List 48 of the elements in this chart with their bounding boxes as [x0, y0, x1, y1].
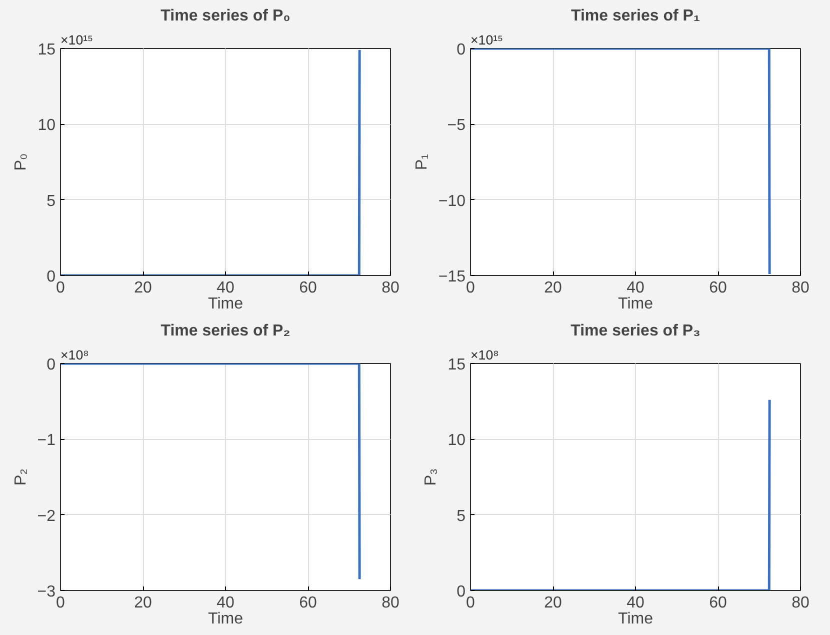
y-axis-title: P₂ [12, 468, 30, 486]
x-tick-label: 60 [299, 594, 317, 612]
y-tick-label: −15 [438, 268, 466, 286]
text: ×10¹⁵ [470, 32, 504, 48]
x-tick-label: 40 [626, 280, 644, 296]
y-tick-label: 10 [448, 432, 466, 450]
y-tick-label: 0 [456, 42, 466, 58]
x-tick-label: 60 [709, 280, 727, 296]
x-tick-label: 40 [216, 280, 234, 296]
y-tick-label: 0 [46, 268, 56, 286]
x-tick-label: 80 [792, 280, 810, 296]
x-axis-title: Time [208, 610, 244, 628]
text: ×10⁸ [60, 348, 89, 362]
x-tick-label: 20 [544, 280, 562, 296]
x-axis-title: Time [618, 610, 654, 628]
x-tick-label: 80 [382, 594, 400, 612]
x-tick-label: 80 [792, 594, 810, 612]
y-tick-label: 10 [38, 117, 56, 134]
y-axis-title: P₁ [413, 154, 430, 170]
y-tick-label: −2 [37, 508, 56, 525]
y-tick-label: 5 [46, 192, 56, 210]
y-tick-label: 5 [456, 508, 466, 525]
chart-title: Time series of P₀ [160, 8, 290, 24]
y-axis-title: P₃ [422, 468, 440, 486]
text: ×10¹⁵ [60, 32, 94, 48]
y-tick-label: −1 [37, 432, 56, 450]
x-tick-label: 60 [299, 280, 317, 296]
text: ×10⁸ [470, 348, 499, 362]
x-tick-label: 20 [134, 280, 152, 296]
y-tick-label: −3 [37, 584, 56, 600]
y-tick-label: 15 [38, 42, 56, 58]
y-tick-label: 15 [448, 356, 466, 374]
x-tick-label: 60 [709, 594, 727, 612]
y-tick-label: −5 [447, 117, 466, 134]
y-tick-label: 0 [46, 356, 56, 374]
chart-title: Time series of P₃ [570, 322, 700, 340]
x-axis-title: Time [618, 296, 654, 312]
y-tick-label: −10 [438, 192, 466, 210]
x-tick-label: 20 [544, 594, 562, 612]
y-tick-label: 0 [456, 584, 466, 600]
x-tick-label: 40 [626, 594, 644, 612]
chart-title: Time series of P₂ [160, 322, 290, 340]
y-axis-title: P₀ [12, 153, 30, 171]
x-axis-title: Time [208, 296, 244, 312]
x-tick-label: 40 [216, 594, 234, 612]
chart-title: Time series of P₁ [570, 8, 700, 24]
x-tick-label: 20 [134, 594, 152, 612]
x-tick-label: 80 [382, 280, 400, 296]
